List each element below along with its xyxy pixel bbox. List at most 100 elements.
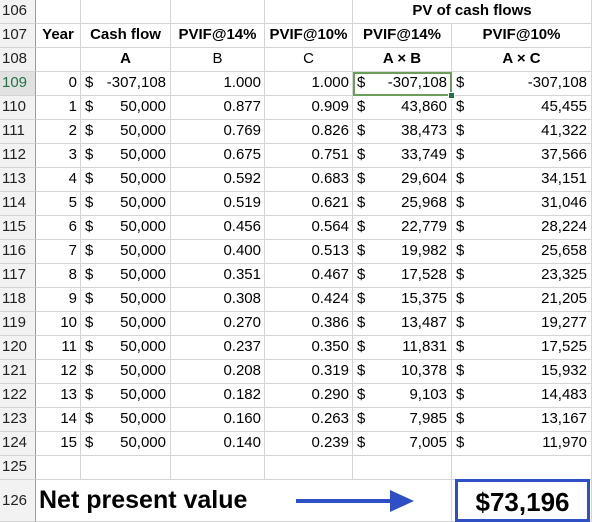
cell[interactable] [36, 456, 81, 480]
pvif10-cell[interactable]: 0.467 [265, 264, 353, 288]
pv10-cell[interactable]: $37,566 [452, 144, 592, 168]
row-header[interactable]: 126 [0, 480, 36, 522]
cash-flow-cell[interactable]: $50,000 [81, 360, 171, 384]
pv14-cell[interactable]: $22,779 [353, 216, 452, 240]
pv10-cell[interactable]: $17,525 [452, 336, 592, 360]
cash-flow-cell[interactable]: $50,000 [81, 288, 171, 312]
cell[interactable] [171, 456, 265, 480]
cell[interactable] [265, 456, 353, 480]
pvif14-cell[interactable]: 0.675 [171, 144, 265, 168]
pv10-cell[interactable]: $19,277 [452, 312, 592, 336]
cash-flow-cell[interactable]: $50,000 [81, 264, 171, 288]
year-cell[interactable]: 14 [36, 408, 81, 432]
pvif10-cell[interactable]: 0.350 [265, 336, 353, 360]
cash-flow-cell[interactable]: $50,000 [81, 168, 171, 192]
pv14-cell[interactable]: $9,103 [353, 384, 452, 408]
pv14-cell[interactable]: $15,375 [353, 288, 452, 312]
pvif10-cell[interactable]: 0.826 [265, 120, 353, 144]
pv10-cell[interactable]: $21,205 [452, 288, 592, 312]
pv14-cell[interactable]: $17,528 [353, 264, 452, 288]
pv10-cell[interactable]: $15,932 [452, 360, 592, 384]
pvif14-cell[interactable]: 0.270 [171, 312, 265, 336]
row-header[interactable]: 111 [0, 120, 36, 144]
pv14-cell[interactable]: $25,968 [353, 192, 452, 216]
column-letter[interactable]: A × B [353, 48, 452, 72]
cash-flow-cell[interactable]: $50,000 [81, 96, 171, 120]
year-cell[interactable]: 9 [36, 288, 81, 312]
row-header[interactable]: 125 [0, 456, 36, 480]
column-label[interactable]: Cash flow [81, 24, 171, 48]
pv14-cell[interactable]: $13,487 [353, 312, 452, 336]
pvif14-cell[interactable]: 0.208 [171, 360, 265, 384]
cash-flow-cell[interactable]: $50,000 [81, 408, 171, 432]
pvif14-cell[interactable]: 0.769 [171, 120, 265, 144]
pv14-cell[interactable]: $7,005 [353, 432, 452, 456]
pvif10-cell[interactable]: 0.319 [265, 360, 353, 384]
cell[interactable] [171, 0, 265, 24]
pvif10-cell[interactable]: 0.683 [265, 168, 353, 192]
year-cell[interactable]: 0 [36, 72, 81, 96]
pvif10-cell[interactable]: 0.239 [265, 432, 353, 456]
cash-flow-cell[interactable]: $50,000 [81, 384, 171, 408]
pv10-cell[interactable]: $31,046 [452, 192, 592, 216]
pvif10-cell[interactable]: 0.386 [265, 312, 353, 336]
year-cell[interactable]: 11 [36, 336, 81, 360]
year-cell[interactable]: 10 [36, 312, 81, 336]
column-label[interactable]: PVIF@14% [353, 24, 452, 48]
row-header[interactable]: 123 [0, 408, 36, 432]
year-cell[interactable]: 13 [36, 384, 81, 408]
cell[interactable] [452, 456, 592, 480]
pvif14-cell[interactable]: 0.237 [171, 336, 265, 360]
row-header[interactable]: 110 [0, 96, 36, 120]
row-header[interactable]: 119 [0, 312, 36, 336]
pvif14-cell[interactable]: 0.519 [171, 192, 265, 216]
year-cell[interactable]: 2 [36, 120, 81, 144]
pv14-cell[interactable]: $38,473 [353, 120, 452, 144]
pv14-cell[interactable]: $ -307,108 [353, 72, 452, 96]
pv10-cell[interactable]: $13,167 [452, 408, 592, 432]
pvif10-cell[interactable]: 0.290 [265, 384, 353, 408]
pv14-cell[interactable]: $29,604 [353, 168, 452, 192]
pvif14-cell[interactable]: 0.351 [171, 264, 265, 288]
column-letter[interactable]: B [171, 48, 265, 72]
year-cell[interactable]: 7 [36, 240, 81, 264]
column-letter[interactable]: A × C [452, 48, 592, 72]
pv-group-header[interactable]: PV of cash flows [353, 0, 592, 24]
pvif10-cell[interactable]: 1.000 [265, 72, 353, 96]
pvif14-cell[interactable]: 1.000 [171, 72, 265, 96]
pv10-cell[interactable]: $45,455 [452, 96, 592, 120]
pvif10-cell[interactable]: 0.751 [265, 144, 353, 168]
year-cell[interactable]: 5 [36, 192, 81, 216]
pvif14-cell[interactable]: 0.400 [171, 240, 265, 264]
pv10-cell[interactable]: $28,224 [452, 216, 592, 240]
pv14-cell[interactable]: $19,982 [353, 240, 452, 264]
cash-flow-cell[interactable]: $50,000 [81, 144, 171, 168]
pvif14-cell[interactable]: 0.592 [171, 168, 265, 192]
row-header[interactable]: 107 [0, 24, 36, 48]
row-header[interactable]: 109 [0, 72, 36, 96]
row-header[interactable]: 116 [0, 240, 36, 264]
cell[interactable] [36, 48, 81, 72]
cash-flow-cell[interactable]: $ -307,108 [81, 72, 171, 96]
pv10-cell[interactable]: $41,322 [452, 120, 592, 144]
row-header[interactable]: 108 [0, 48, 36, 72]
pvif14-cell[interactable]: 0.160 [171, 408, 265, 432]
pv10-cell[interactable]: $ -307,108 [452, 72, 592, 96]
column-label[interactable]: PVIF@14% [171, 24, 265, 48]
cash-flow-cell[interactable]: $50,000 [81, 432, 171, 456]
cash-flow-cell[interactable]: $50,000 [81, 312, 171, 336]
pvif10-cell[interactable]: 0.513 [265, 240, 353, 264]
year-cell[interactable]: 12 [36, 360, 81, 384]
column-letter[interactable]: A [81, 48, 171, 72]
pvif14-cell[interactable]: 0.140 [171, 432, 265, 456]
row-header[interactable]: 122 [0, 384, 36, 408]
cash-flow-cell[interactable]: $50,000 [81, 192, 171, 216]
pv14-cell[interactable]: $33,749 [353, 144, 452, 168]
row-header[interactable]: 114 [0, 192, 36, 216]
row-header[interactable]: 124 [0, 432, 36, 456]
pv14-cell[interactable]: $7,985 [353, 408, 452, 432]
cash-flow-cell[interactable]: $50,000 [81, 240, 171, 264]
row-header[interactable]: 120 [0, 336, 36, 360]
column-label[interactable]: Year [36, 24, 81, 48]
cell[interactable] [265, 0, 353, 24]
